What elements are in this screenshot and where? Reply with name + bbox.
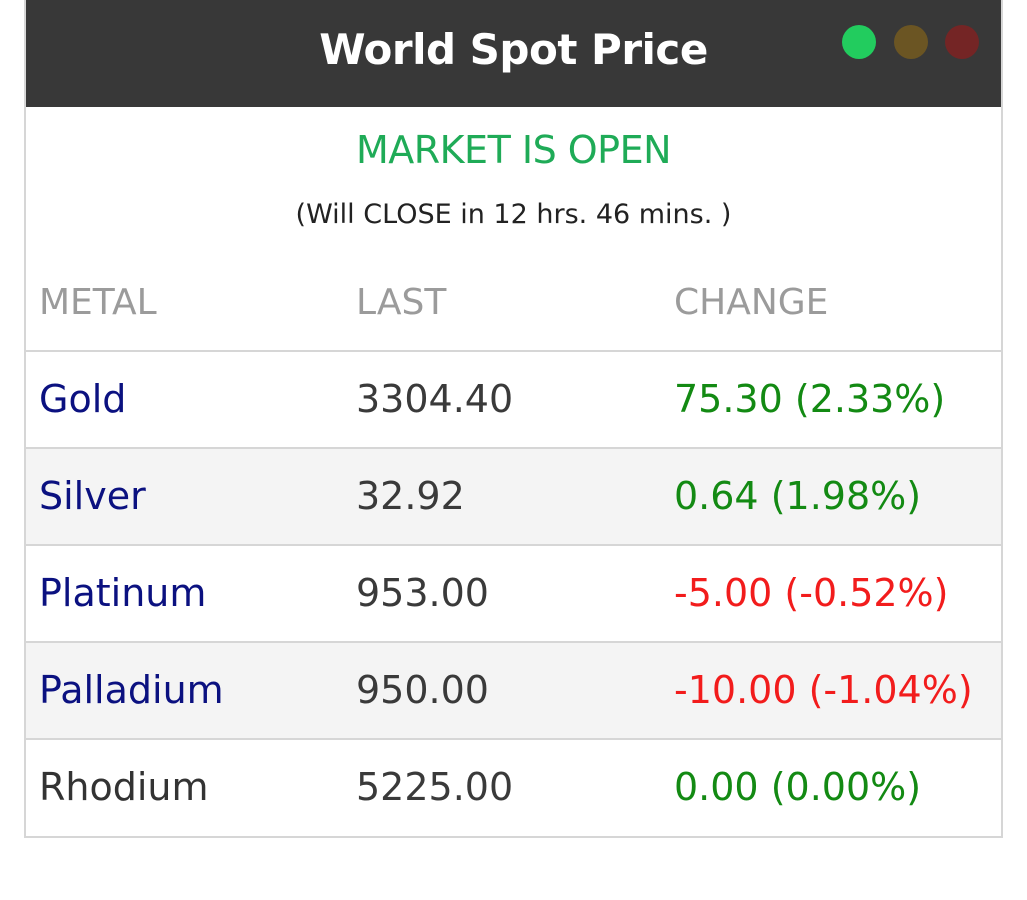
green-dot-icon[interactable] bbox=[842, 25, 876, 59]
red-dot-icon[interactable] bbox=[945, 25, 979, 59]
market-status: MARKET IS OPEN bbox=[355, 128, 672, 172]
metal-label-rhodium: Rhodium bbox=[39, 765, 209, 809]
price-change: 0.64 (1.98%) bbox=[674, 474, 922, 518]
header-metal: METAL bbox=[39, 282, 157, 323]
table-row: Platinum 953.00 -5.00 (-0.52%) bbox=[26, 546, 1001, 643]
header-change: CHANGE bbox=[674, 282, 829, 323]
metal-link-platinum[interactable]: Platinum bbox=[39, 571, 207, 615]
price-change: 75.30 (2.33%) bbox=[674, 377, 946, 421]
price-table: Gold 3304.40 75.30 (2.33%) Silver 32.92 … bbox=[26, 352, 1001, 835]
table-row: Silver 32.92 0.64 (1.98%) bbox=[26, 449, 1001, 546]
spot-price-widget: World Spot Price MARKET IS OPEN (Will CL… bbox=[24, 0, 1003, 838]
metal-link-silver[interactable]: Silver bbox=[39, 474, 146, 518]
table-row: Palladium 950.00 -10.00 (-1.04%) bbox=[26, 643, 1001, 740]
title-bar: World Spot Price bbox=[26, 0, 1001, 107]
table-header: METAL LAST CHANGE bbox=[26, 272, 1001, 352]
close-countdown: (Will CLOSE in 12 hrs. 46 mins. ) bbox=[295, 199, 732, 230]
metal-link-gold[interactable]: Gold bbox=[39, 377, 127, 421]
metal-link-palladium[interactable]: Palladium bbox=[39, 668, 224, 712]
price-change: -5.00 (-0.52%) bbox=[674, 571, 949, 615]
last-price: 953.00 bbox=[356, 571, 489, 615]
widget-title: World Spot Price bbox=[319, 25, 708, 74]
table-row: Gold 3304.40 75.30 (2.33%) bbox=[26, 352, 1001, 449]
last-price: 32.92 bbox=[356, 474, 465, 518]
header-last: LAST bbox=[356, 282, 447, 323]
table-row: Rhodium 5225.00 0.00 (0.00%) bbox=[26, 740, 1001, 835]
price-change: 0.00 (0.00%) bbox=[674, 765, 922, 809]
last-price: 950.00 bbox=[356, 668, 489, 712]
last-price: 5225.00 bbox=[356, 765, 514, 809]
olive-dot-icon[interactable] bbox=[894, 25, 928, 59]
price-change: -10.00 (-1.04%) bbox=[674, 668, 973, 712]
last-price: 3304.40 bbox=[356, 377, 514, 421]
